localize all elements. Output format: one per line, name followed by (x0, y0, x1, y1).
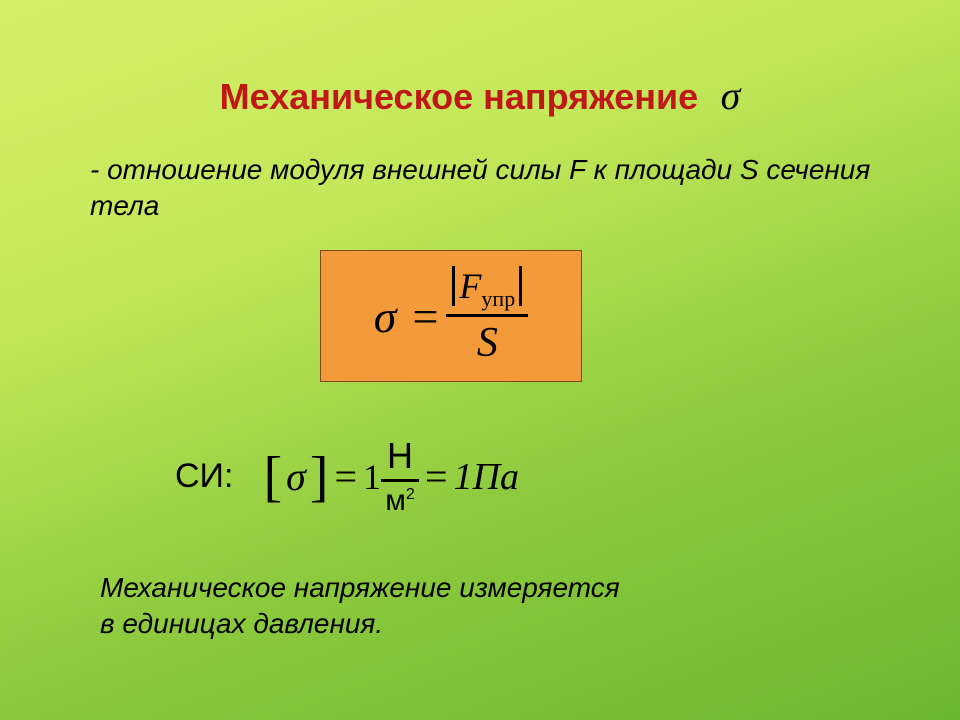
formula-box: σ = Fупр S (320, 250, 582, 382)
si-den-base: м (385, 484, 406, 517)
si-one-1: 1 (363, 456, 381, 498)
si-equals-1: = (334, 453, 357, 500)
formula-lhs: σ (374, 290, 397, 343)
abs-bars: Fупр (452, 266, 522, 306)
si-den-exp: 2 (406, 486, 415, 503)
sigma-symbol: σ (721, 73, 741, 118)
si-frac-num: Н (381, 435, 419, 482)
definition-text: - отношение модуля внешней силы F к площ… (90, 152, 890, 225)
si-fraction: Н м2 (381, 435, 419, 518)
conclusion-line1: Механическое напряжение измеряется (100, 572, 620, 603)
si-units-row: СИ: [ σ ] = 1 Н м2 = 1Па (175, 435, 519, 518)
formula-fraction: Fупр S (446, 265, 528, 367)
bracket-open: [ (263, 445, 282, 509)
formula-numerator: Fупр (446, 265, 528, 317)
si-frac-den: м2 (381, 482, 419, 518)
numerator-sub: упр (481, 286, 515, 311)
numerator-var: F (459, 266, 481, 306)
si-label: СИ: (175, 457, 233, 496)
si-equals-2: = (425, 453, 448, 500)
bracket-close: ] (310, 445, 329, 509)
formula-denominator: S (446, 317, 528, 367)
si-result: 1Па (454, 455, 519, 499)
conclusion-text: Механическое напряжение измеряется в еди… (100, 570, 800, 643)
page-title: Механическое напряжение (220, 76, 698, 117)
formula-equals: = (412, 290, 438, 343)
conclusion-line2: в единицах давления. (100, 608, 383, 639)
title-row: Механическое напряжение σ (0, 72, 960, 119)
si-sigma: σ (286, 453, 306, 500)
